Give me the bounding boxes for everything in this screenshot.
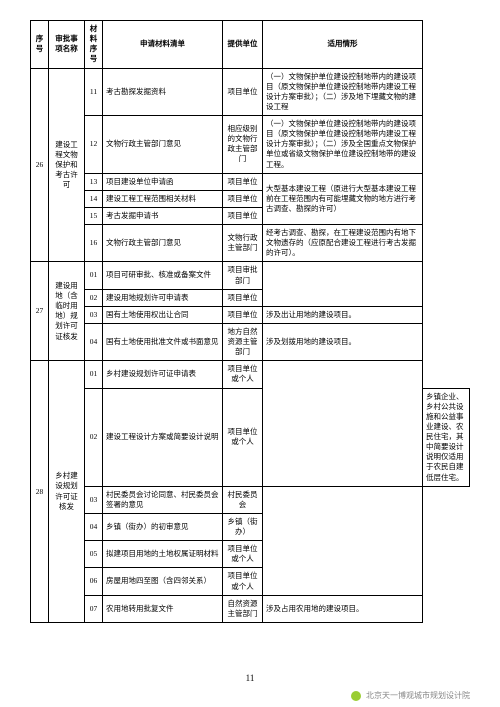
cell-unit: 项目单位 xyxy=(223,306,263,323)
cell-mseq: 16 xyxy=(85,225,103,262)
cell-list: 项目可研审批、核准或备案文件 xyxy=(103,262,223,289)
cell-list: 建设用地规划许可申请表 xyxy=(103,289,223,306)
approval-table: 序号 审批事项名称 材料序号 申请材料清单 提供单位 适用情形 26建设工程文物… xyxy=(30,20,470,623)
table-row: 03村民委员会讨论同意、村民委员会签署的意见村民委员会 xyxy=(31,486,470,513)
cell-cond xyxy=(263,486,423,595)
cell-mseq: 02 xyxy=(85,388,103,486)
cell-unit: 项目单位或个人 xyxy=(223,541,263,568)
cell-unit: 地方自然资源主管部门 xyxy=(223,323,263,360)
cell-cond: 经考古调查、勘探，在工程建设范围内有地下文物遗存的（应原配合建设工程进行考古发掘… xyxy=(263,225,423,262)
table-row: 04国有土地使用批准文件或书面意见地方自然资源主管部门涉及划拨用地的建设项目。 xyxy=(31,323,470,360)
table-row: 13项目建设单位申请函项目单位大型基本建设工程（原进行大型基本建设工程前在工程范… xyxy=(31,173,470,190)
cell-list: 建设工程设计方案或简要设计说明 xyxy=(103,388,223,486)
cell-unit: 项目单位或个人 xyxy=(223,361,263,388)
cell-list: 房屋用地四至图（含四邻关系） xyxy=(103,568,223,595)
cell-cond: （一）文物保护单位建设控制地带内的建设项目（原文物保护单位建设控制地带内建设工程… xyxy=(263,116,423,174)
cell-cond: 涉及占用农用地的建设项目。 xyxy=(263,595,423,622)
table-header-row: 序号 审批事项名称 材料序号 申请材料清单 提供单位 适用情形 xyxy=(31,21,470,69)
header-cond: 适用情形 xyxy=(263,21,423,69)
table-row: 27建设用地（含临时用地）规划许可证核发01项目可研审批、核准或备案文件项目审批… xyxy=(31,262,470,289)
cell-cond: （一）文物保护单位建设控制地带内的建设项目（原文物保护单位建设控制地带内建设工程… xyxy=(263,68,423,116)
cell-unit: 项目审批部门 xyxy=(223,262,263,289)
table-row: 28乡村建设规划许可证核发01乡村建设规划许可证申请表项目单位或个人 xyxy=(31,361,470,388)
footer-text: 北京天一博观城市规划设计院 xyxy=(366,691,470,700)
table-body: 26建设工程文物保护和考古许可11考古勘探发掘资料项目单位（一）文物保护单位建设… xyxy=(31,68,470,622)
cell-cond: 涉及划拨用地的建设项目。 xyxy=(263,323,423,360)
cell-list: 建设工程工程范围相关材料 xyxy=(103,190,223,207)
cell-list: 文物行政主管部门意见 xyxy=(103,116,223,174)
cell-cond xyxy=(263,361,423,486)
cell-cond: 大型基本建设工程（原进行大型基本建设工程前在工程范围内有可能埋藏文物的地方进行考… xyxy=(263,173,423,224)
cell-list: 考古勘探发掘资料 xyxy=(103,68,223,116)
cell-list: 国有土地使用批准文件或书面意见 xyxy=(103,323,223,360)
cell-list: 文物行政主管部门意见 xyxy=(103,225,223,262)
cell-mseq: 03 xyxy=(85,306,103,323)
cell-mseq: 04 xyxy=(85,323,103,360)
cell-list: 乡村建设规划许可证申请表 xyxy=(103,361,223,388)
cell-mseq: 15 xyxy=(85,207,103,224)
cell-mseq: 01 xyxy=(85,262,103,289)
table-row: 12文物行政主管部门意见相应级别的文物行政主管部门（一）文物保护单位建设控制地带… xyxy=(31,116,470,174)
table-row: 16文物行政主管部门意见文物行政主管部门经考古调查、勘探，在工程建设范围内有地下… xyxy=(31,225,470,262)
cell-mseq: 05 xyxy=(85,541,103,568)
cell-item: 建设工程文物保护和考古许可 xyxy=(49,68,85,262)
table-row: 26建设工程文物保护和考古许可11考古勘探发掘资料项目单位（一）文物保护单位建设… xyxy=(31,68,470,116)
cell-mseq: 11 xyxy=(85,68,103,116)
cell-seq: 26 xyxy=(31,68,49,262)
cell-mseq: 03 xyxy=(85,486,103,513)
page: 序号 审批事项名称 材料序号 申请材料清单 提供单位 适用情形 26建设工程文物… xyxy=(0,0,500,707)
cell-cond: 涉及出让用地的建设项目。 xyxy=(263,306,423,323)
cell-unit: 项目单位或个人 xyxy=(223,388,263,486)
cell-mseq: 14 xyxy=(85,190,103,207)
cell-item: 建设用地（含临时用地）规划许可证核发 xyxy=(49,262,85,361)
cell-cond: 乡镇企业、乡村公共设施和公益事业建设、农民住宅，其中简要设计说明仅适用于农民自建… xyxy=(423,388,470,486)
cell-list: 村民委员会讨论同意、村民委员会签署的意见 xyxy=(103,486,223,513)
cell-mseq: 13 xyxy=(85,173,103,190)
cell-unit: 项目单位或个人 xyxy=(223,568,263,595)
cell-seq: 28 xyxy=(31,361,49,623)
cell-unit: 乡镇（街办） xyxy=(223,513,263,540)
cell-unit: 自然资源主管部门 xyxy=(223,595,263,622)
header-item: 审批事项名称 xyxy=(49,21,85,69)
cell-cond xyxy=(263,262,423,306)
cell-seq: 27 xyxy=(31,262,49,361)
wechat-icon xyxy=(351,691,361,701)
cell-unit: 项目单位 xyxy=(223,207,263,224)
cell-unit: 文物行政主管部门 xyxy=(223,225,263,262)
header-unit: 提供单位 xyxy=(223,21,263,69)
cell-unit: 项目单位 xyxy=(223,68,263,116)
cell-list: 农用地转用批复文件 xyxy=(103,595,223,622)
cell-mseq: 12 xyxy=(85,116,103,174)
page-number: 11 xyxy=(0,673,500,683)
cell-unit: 项目单位 xyxy=(223,190,263,207)
header-seq: 序号 xyxy=(31,21,49,69)
cell-list: 乡镇（街办）的初审意见 xyxy=(103,513,223,540)
cell-unit: 村民委员会 xyxy=(223,486,263,513)
cell-unit: 相应级别的文物行政主管部门 xyxy=(223,116,263,174)
cell-list: 考古发掘申请书 xyxy=(103,207,223,224)
table-row: 07农用地转用批复文件自然资源主管部门涉及占用农用地的建设项目。 xyxy=(31,595,470,622)
cell-mseq: 04 xyxy=(85,513,103,540)
cell-list: 拟建项目用地的土地权属证明材料 xyxy=(103,541,223,568)
cell-mseq: 02 xyxy=(85,289,103,306)
cell-unit: 项目单位 xyxy=(223,289,263,306)
header-mseq: 材料序号 xyxy=(85,21,103,69)
table-row: 03国有土地使用权出让合同项目单位涉及出让用地的建设项目。 xyxy=(31,306,470,323)
cell-mseq: 07 xyxy=(85,595,103,622)
cell-unit: 项目单位 xyxy=(223,173,263,190)
footer: 北京天一博观城市规划设计院 xyxy=(351,690,470,701)
cell-list: 国有土地使用权出让合同 xyxy=(103,306,223,323)
header-list: 申请材料清单 xyxy=(103,21,223,69)
cell-mseq: 01 xyxy=(85,361,103,388)
cell-mseq: 06 xyxy=(85,568,103,595)
cell-item: 乡村建设规划许可证核发 xyxy=(49,361,85,623)
cell-list: 项目建设单位申请函 xyxy=(103,173,223,190)
